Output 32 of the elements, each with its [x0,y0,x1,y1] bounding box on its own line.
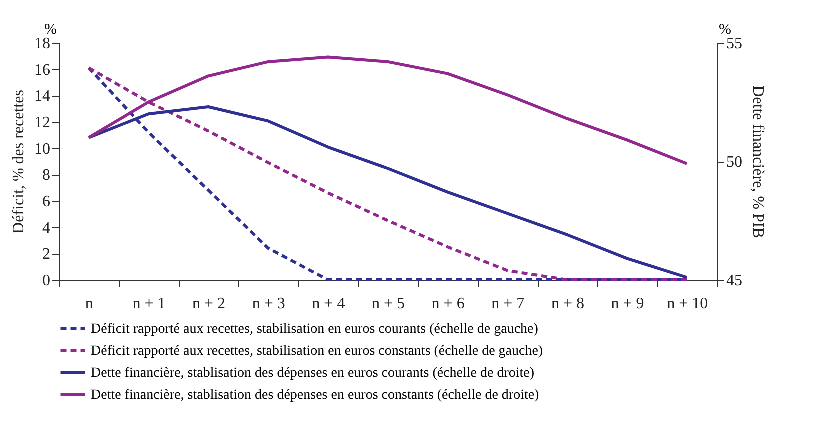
y-tick-label: 14 [34,88,50,106]
x-tick-label: n + 5 [372,296,406,312]
x-tick-label: n [85,296,94,312]
legend-label: Dette financière, stablisation des dépenses en euros courants (échelle de droite) [91,366,535,381]
x-tick-label: n + 4 [312,296,346,312]
y-tick-label: 4 [42,220,50,237]
x-tick-label: n + 8 [551,296,584,312]
y-tick-label: 6 [42,194,50,210]
y-axis-title: Déficit, % des recettes [10,90,28,234]
x-tick-label: n + 6 [432,296,465,312]
x-tick-label: n + 9 [611,296,644,312]
x-tick-label: n + 1 [132,296,166,312]
legend-label: Dette financière, stablisation des dépenses en euros constants (échelle de droite) [91,388,540,403]
text: % [719,22,732,38]
y2-tick-label: 55 [726,36,742,52]
y-tick-label: 18 [34,36,50,52]
y2-tick-label: 50 [726,154,742,171]
y-tick-label: 0 [42,272,50,290]
y-tick-label: 2 [42,246,50,264]
legend-label: Déficit rapporté aux recettes, stabilisation en euros courants (échelle de gauche) [91,322,539,337]
y-tick-label: 10 [34,140,50,158]
x-tick-label: n + 2 [192,296,226,312]
x-tick-label: n + 3 [252,296,286,312]
legend-label: Déficit rapporté aux recettes, stabilisation en euros constants (échelle de gauche) [91,344,544,359]
x-tick-label: n + 7 [492,296,525,312]
y-tick-label: 16 [34,62,50,79]
y2-tick-label: 45 [726,272,742,290]
y-tick-label: 8 [42,167,50,184]
text: % [44,22,57,38]
x-tick-label: n + 10 [667,296,708,312]
y-tick-label: 12 [34,114,50,132]
y2-axis-title: Dette financière, % PIB [750,86,766,238]
